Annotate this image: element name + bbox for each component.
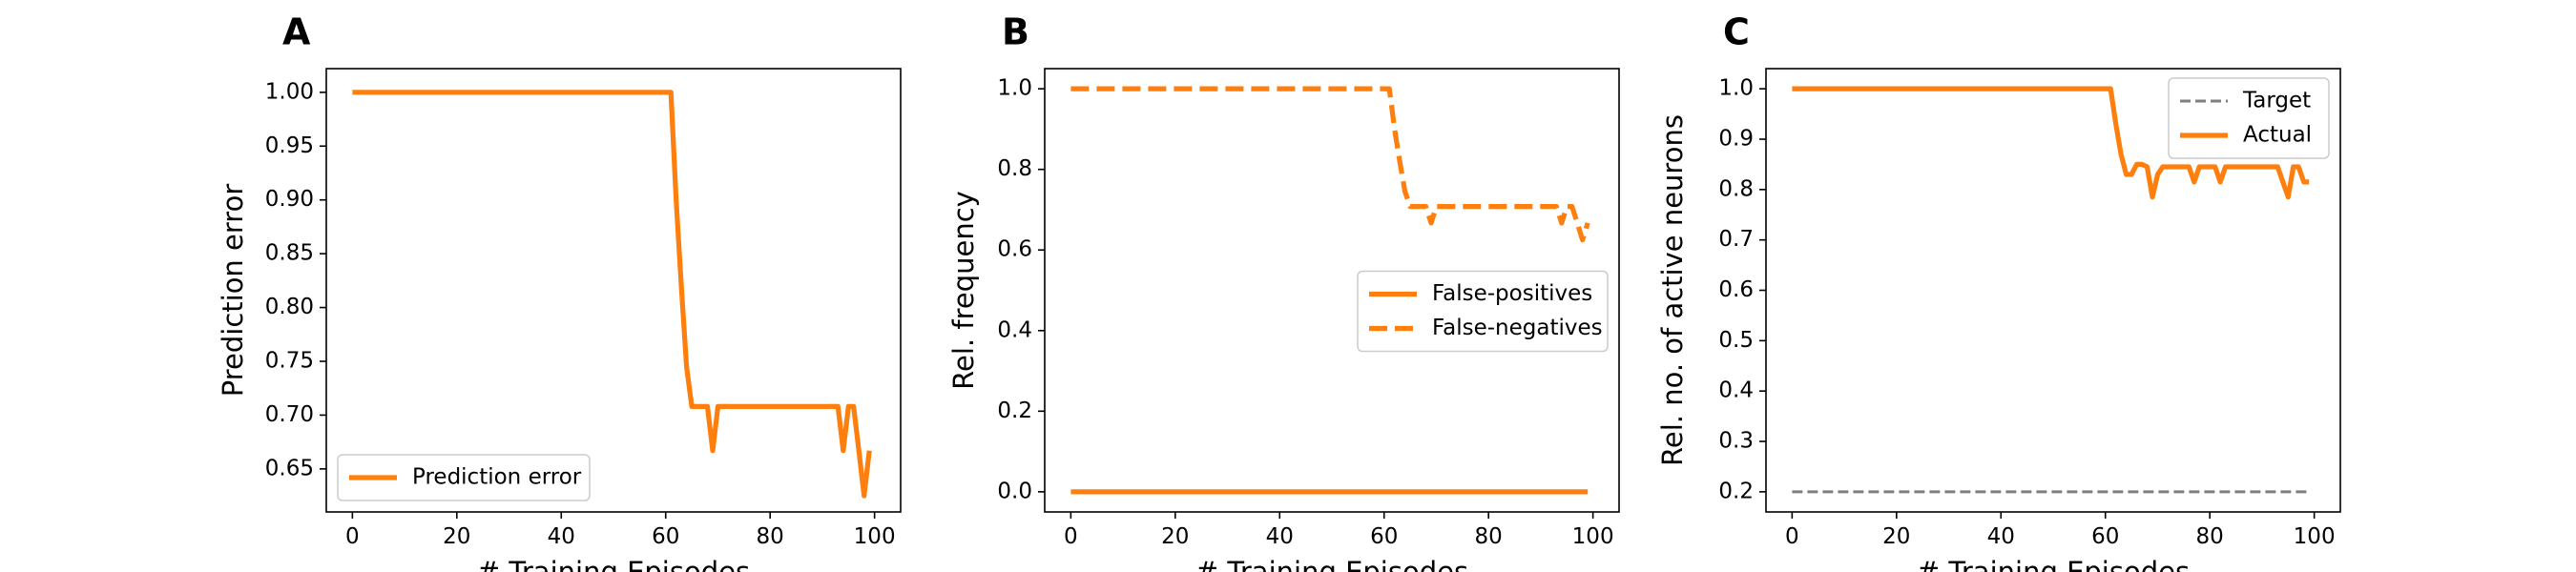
y-tick-label: 0.0: [997, 479, 1032, 503]
axes-frame: [1044, 68, 1620, 513]
x-tick-label: 0: [345, 524, 360, 549]
x-tick-label: 20: [1882, 524, 1910, 549]
y-tick-label: 0.2: [997, 398, 1032, 423]
legend-label: Actual: [2243, 123, 2312, 148]
y-tick-label: 0.4: [1718, 378, 1754, 403]
y-tick-label: 0.8: [1718, 176, 1754, 201]
x-tick-label: 40: [548, 524, 575, 549]
y-tick-label: 1.0: [997, 76, 1032, 101]
series-line-actual: [1792, 86, 2310, 200]
panel-a: A 0 20 40 60 80 100 0.65 0.70 0.75 0.80 0.85 0.90 0.9…: [217, 11, 902, 572]
panel-letter: C: [1723, 11, 1750, 53]
y-tick-label: 1.0: [1718, 76, 1754, 101]
axes-frame: [325, 68, 902, 513]
legend-label: False-positives: [1432, 281, 1592, 306]
y-tick-label: 0.2: [1718, 479, 1754, 503]
legend: Target Actual: [2168, 77, 2330, 159]
x-tick-label: 100: [854, 524, 896, 549]
y-tick-label: 0.80: [265, 295, 314, 319]
y-tick-label: 0.6: [997, 237, 1032, 262]
plot-area: [1070, 86, 1590, 495]
x-axis-label: # Training Episodes: [1917, 556, 2190, 572]
y-tick-label: 0.85: [265, 241, 314, 266]
legend-label: Target: [2242, 89, 2311, 113]
x-tick-label: 0: [1064, 524, 1078, 549]
x-tick-label: 60: [2091, 524, 2119, 549]
panel-c: C 0 20 40 60 80 100 0.2 0.3 0.4 0.5 0.6 0.7 0.8 0.9 1.0…: [1656, 11, 2341, 572]
legend-label: Prediction error: [412, 465, 582, 490]
y-tick-label: 0.75: [265, 348, 314, 373]
legend: Prediction error: [337, 454, 591, 501]
x-axis-label: # Training Episodes: [477, 556, 750, 572]
panel-letter: B: [1002, 11, 1029, 53]
y-tick-label: 0.70: [265, 402, 314, 427]
y-tick-label: 0.95: [265, 133, 314, 158]
x-tick-label: 20: [443, 524, 470, 549]
y-tick-label: 0.6: [1718, 277, 1754, 302]
y-tick-label: 0.5: [1718, 328, 1754, 353]
x-tick-label: 60: [652, 524, 679, 549]
y-tick-label: 0.9: [1718, 126, 1754, 151]
legend: False-positives False-negatives: [1357, 270, 1609, 353]
series-line-prediction-error: [352, 90, 872, 499]
plot-area: [352, 90, 872, 499]
y-axis-label: Prediction error: [217, 184, 249, 398]
x-tick-label: 0: [1785, 524, 1799, 549]
y-tick-label: 0.8: [997, 156, 1032, 181]
x-axis-label: # Training Episodes: [1195, 556, 1468, 572]
series-line-false-negatives: [1070, 86, 1590, 243]
plot-area: [1792, 86, 2310, 494]
x-tick-label: 40: [1266, 524, 1294, 549]
y-tick-label: 0.3: [1718, 429, 1754, 454]
x-tick-label: 100: [2294, 524, 2336, 549]
y-tick-label: 0.7: [1718, 227, 1754, 252]
x-tick-label: 60: [1370, 524, 1398, 549]
legend-box: [2168, 77, 2330, 159]
x-tick-label: 20: [1161, 524, 1189, 549]
panel-letter: A: [282, 11, 311, 53]
y-tick-label: 1.00: [265, 79, 314, 104]
panel-b: B 0 20 40 60 80 100 0.0 0.2 0.4 0.6 0.8 1.0 # Trainin…: [947, 11, 1620, 572]
y-tick-label: 0.4: [997, 317, 1032, 342]
x-tick-label: 40: [1987, 524, 2015, 549]
y-axis-label: Rel. frequency: [947, 191, 980, 390]
y-tick-label: 0.90: [265, 187, 314, 212]
legend-label: False-negatives: [1432, 316, 1603, 340]
x-tick-label: 100: [1572, 524, 1614, 549]
x-tick-label: 80: [757, 524, 784, 549]
legend-box: [1357, 270, 1609, 353]
x-tick-label: 80: [1475, 524, 1503, 549]
x-tick-label: 80: [2196, 524, 2224, 549]
legend-box: [337, 454, 591, 501]
y-tick-label: 0.65: [265, 456, 314, 480]
y-axis-label: Rel. no. of active neurons: [1656, 114, 1689, 466]
